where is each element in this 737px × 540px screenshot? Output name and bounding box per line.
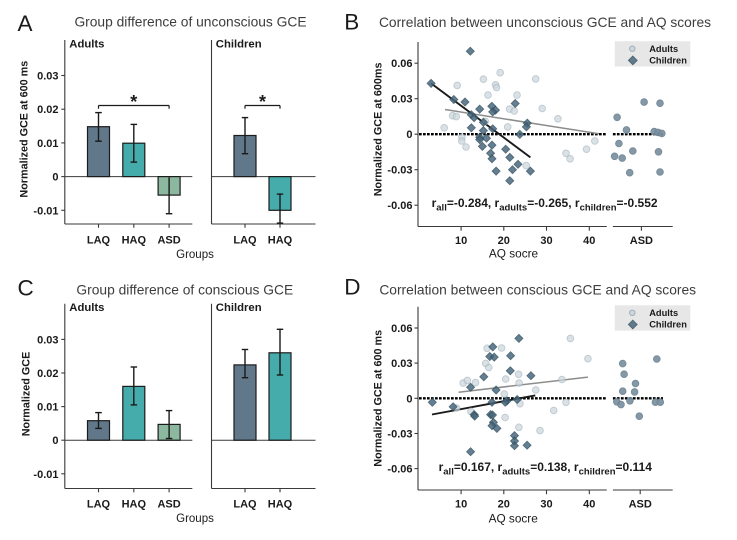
svg-text:Correlation between unconsciou: Correlation between unconscious GCE and …	[379, 15, 711, 30]
svg-text:ASD: ASD	[157, 499, 180, 511]
svg-text:0.06: 0.06	[391, 58, 412, 70]
svg-text:40: 40	[583, 499, 595, 511]
svg-text:C: C	[18, 276, 34, 301]
svg-text:-0.01: -0.01	[33, 469, 58, 481]
svg-text:*: *	[130, 92, 137, 112]
svg-text:ASD: ASD	[157, 235, 180, 247]
svg-text:20: 20	[498, 235, 510, 247]
svg-text:B: B	[344, 10, 359, 35]
svg-text:-0.03: -0.03	[387, 429, 412, 441]
svg-text:Children: Children	[216, 302, 262, 314]
svg-text:-0.01: -0.01	[33, 205, 58, 217]
svg-text:LAQ: LAQ	[87, 499, 111, 511]
svg-text:AQ socre: AQ socre	[489, 247, 539, 261]
svg-text:0: 0	[406, 393, 412, 405]
svg-text:LAQ: LAQ	[233, 235, 257, 247]
svg-text:Group difference of unconsciou: Group difference of unconscious GCE	[74, 15, 306, 30]
svg-text:0.03: 0.03	[391, 94, 412, 106]
svg-text:10: 10	[455, 499, 467, 511]
svg-text:0: 0	[52, 172, 58, 184]
svg-text:LAQ: LAQ	[87, 235, 111, 247]
svg-text:HAQ: HAQ	[122, 499, 147, 511]
svg-text:ASD: ASD	[629, 499, 652, 511]
svg-text:0.01: 0.01	[37, 138, 58, 150]
svg-text:0: 0	[52, 435, 58, 447]
svg-text:Groups: Groups	[176, 249, 214, 261]
svg-text:LAQ: LAQ	[233, 499, 257, 511]
svg-text:0.03: 0.03	[37, 71, 58, 83]
svg-text:Normalized GCE at 600 ms: Normalized GCE at 600 ms	[372, 330, 384, 467]
svg-text:HAQ: HAQ	[268, 499, 293, 511]
svg-text:Children: Children	[649, 320, 687, 330]
svg-text:30: 30	[540, 499, 552, 511]
svg-text:D: D	[344, 275, 360, 300]
svg-text:0.01: 0.01	[37, 402, 58, 414]
svg-text:HAQ: HAQ	[268, 235, 293, 247]
svg-text:ASD: ASD	[630, 235, 653, 247]
svg-text:0.03: 0.03	[37, 334, 58, 346]
svg-text:0.02: 0.02	[37, 104, 58, 116]
svg-text:Normalized GCE at 600ms: Normalized GCE at 600ms	[372, 62, 384, 196]
svg-text:HAQ: HAQ	[122, 235, 147, 247]
svg-text:0.03: 0.03	[391, 358, 412, 370]
svg-text:Correlation between conscious: Correlation between conscious GCE and AQ…	[379, 283, 696, 298]
svg-text:0.02: 0.02	[37, 368, 58, 380]
svg-text:10: 10	[455, 235, 467, 247]
svg-text:-0.03: -0.03	[387, 165, 412, 177]
svg-text:30: 30	[540, 235, 552, 247]
svg-text:Groups: Groups	[176, 513, 214, 525]
svg-text:-0.06: -0.06	[387, 200, 412, 212]
svg-text:0: 0	[406, 129, 412, 141]
svg-text:Children: Children	[649, 56, 687, 66]
svg-text:Adults: Adults	[69, 302, 104, 314]
svg-text:Normalized GCE: Normalized GCE	[20, 352, 32, 437]
svg-text:-0.06: -0.06	[387, 464, 412, 476]
svg-text:Adults: Adults	[649, 44, 678, 54]
svg-text:A: A	[18, 11, 33, 36]
svg-text:40: 40	[583, 235, 595, 247]
svg-text:Children: Children	[216, 39, 262, 51]
svg-text:*: *	[259, 92, 266, 112]
svg-text:Normalized GCE at 600 ms: Normalized GCE at 600 ms	[18, 61, 30, 198]
svg-text:Group difference of conscious: Group difference of conscious GCE	[76, 283, 293, 298]
svg-text:AQ socre: AQ socre	[489, 512, 539, 526]
svg-text:0.06: 0.06	[391, 323, 412, 335]
svg-text:20: 20	[498, 499, 510, 511]
svg-text:Adults: Adults	[649, 308, 678, 318]
svg-text:Adults: Adults	[69, 39, 104, 51]
